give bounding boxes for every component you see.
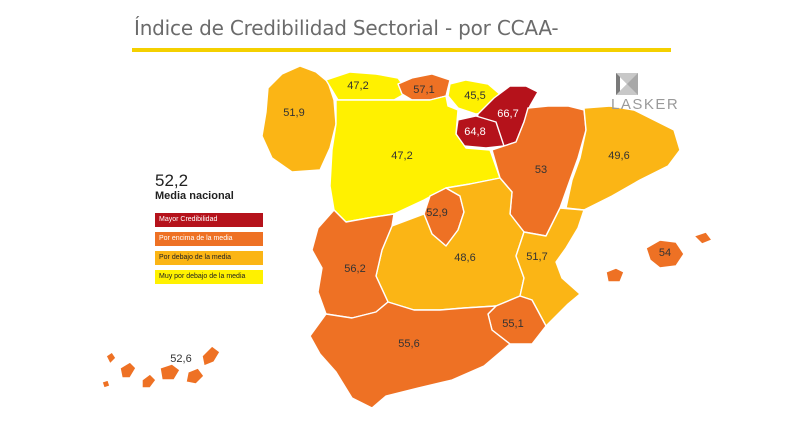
national-average-label: Media nacional bbox=[155, 190, 234, 202]
region-andalucia[interactable] bbox=[309, 301, 511, 409]
label-murcia: 55,1 bbox=[502, 318, 523, 330]
legend-item-muy-por-debajo: Muy por debajo de la media bbox=[155, 270, 263, 284]
label-cataluna: 49,6 bbox=[608, 150, 629, 162]
region-labels: 51,9 47,2 57,1 45,5 66,7 64,8 47,2 53 49… bbox=[170, 80, 671, 365]
label-aragon: 53 bbox=[535, 164, 547, 176]
label-comunidad-valenciana: 51,7 bbox=[526, 251, 547, 263]
label-andalucia: 55,6 bbox=[398, 338, 419, 350]
region-comunidad-valenciana[interactable] bbox=[515, 207, 585, 327]
label-castilla-y-leon: 47,2 bbox=[391, 150, 412, 162]
label-pais-vasco: 45,5 bbox=[464, 90, 485, 102]
region-galicia[interactable] bbox=[261, 65, 337, 173]
label-cantabria: 57,1 bbox=[413, 84, 434, 96]
label-extremadura: 56,2 bbox=[344, 263, 365, 275]
legend-item-por-debajo: Por debajo de la media bbox=[155, 251, 263, 265]
label-canarias: 52,6 bbox=[170, 353, 191, 365]
label-castilla-la-mancha: 48,6 bbox=[454, 252, 475, 264]
label-baleares: 54 bbox=[659, 247, 671, 259]
region-canarias[interactable] bbox=[101, 345, 221, 389]
legend-item-por-encima: Por encima de la media bbox=[155, 232, 263, 246]
region-baleares[interactable] bbox=[605, 231, 713, 283]
label-asturias: 47,2 bbox=[347, 80, 368, 92]
label-la-rioja: 64,8 bbox=[464, 126, 485, 138]
map-title: Índice de Credibilidad Sectorial - por C… bbox=[134, 16, 559, 40]
legend-item-mayor-credibilidad: Mayor Credibilidad bbox=[155, 213, 263, 227]
lasker-logo-text: LASKER bbox=[611, 96, 680, 113]
national-average-value: 52,2 bbox=[155, 171, 189, 190]
region-cataluna[interactable] bbox=[565, 105, 681, 211]
label-madrid: 52,9 bbox=[426, 207, 447, 219]
label-navarra: 66,7 bbox=[497, 108, 518, 120]
label-galicia: 51,9 bbox=[283, 107, 304, 119]
title-underline bbox=[132, 48, 671, 52]
lasker-logo-mark bbox=[616, 73, 638, 95]
lasker-logo: LASKER bbox=[611, 73, 679, 115]
